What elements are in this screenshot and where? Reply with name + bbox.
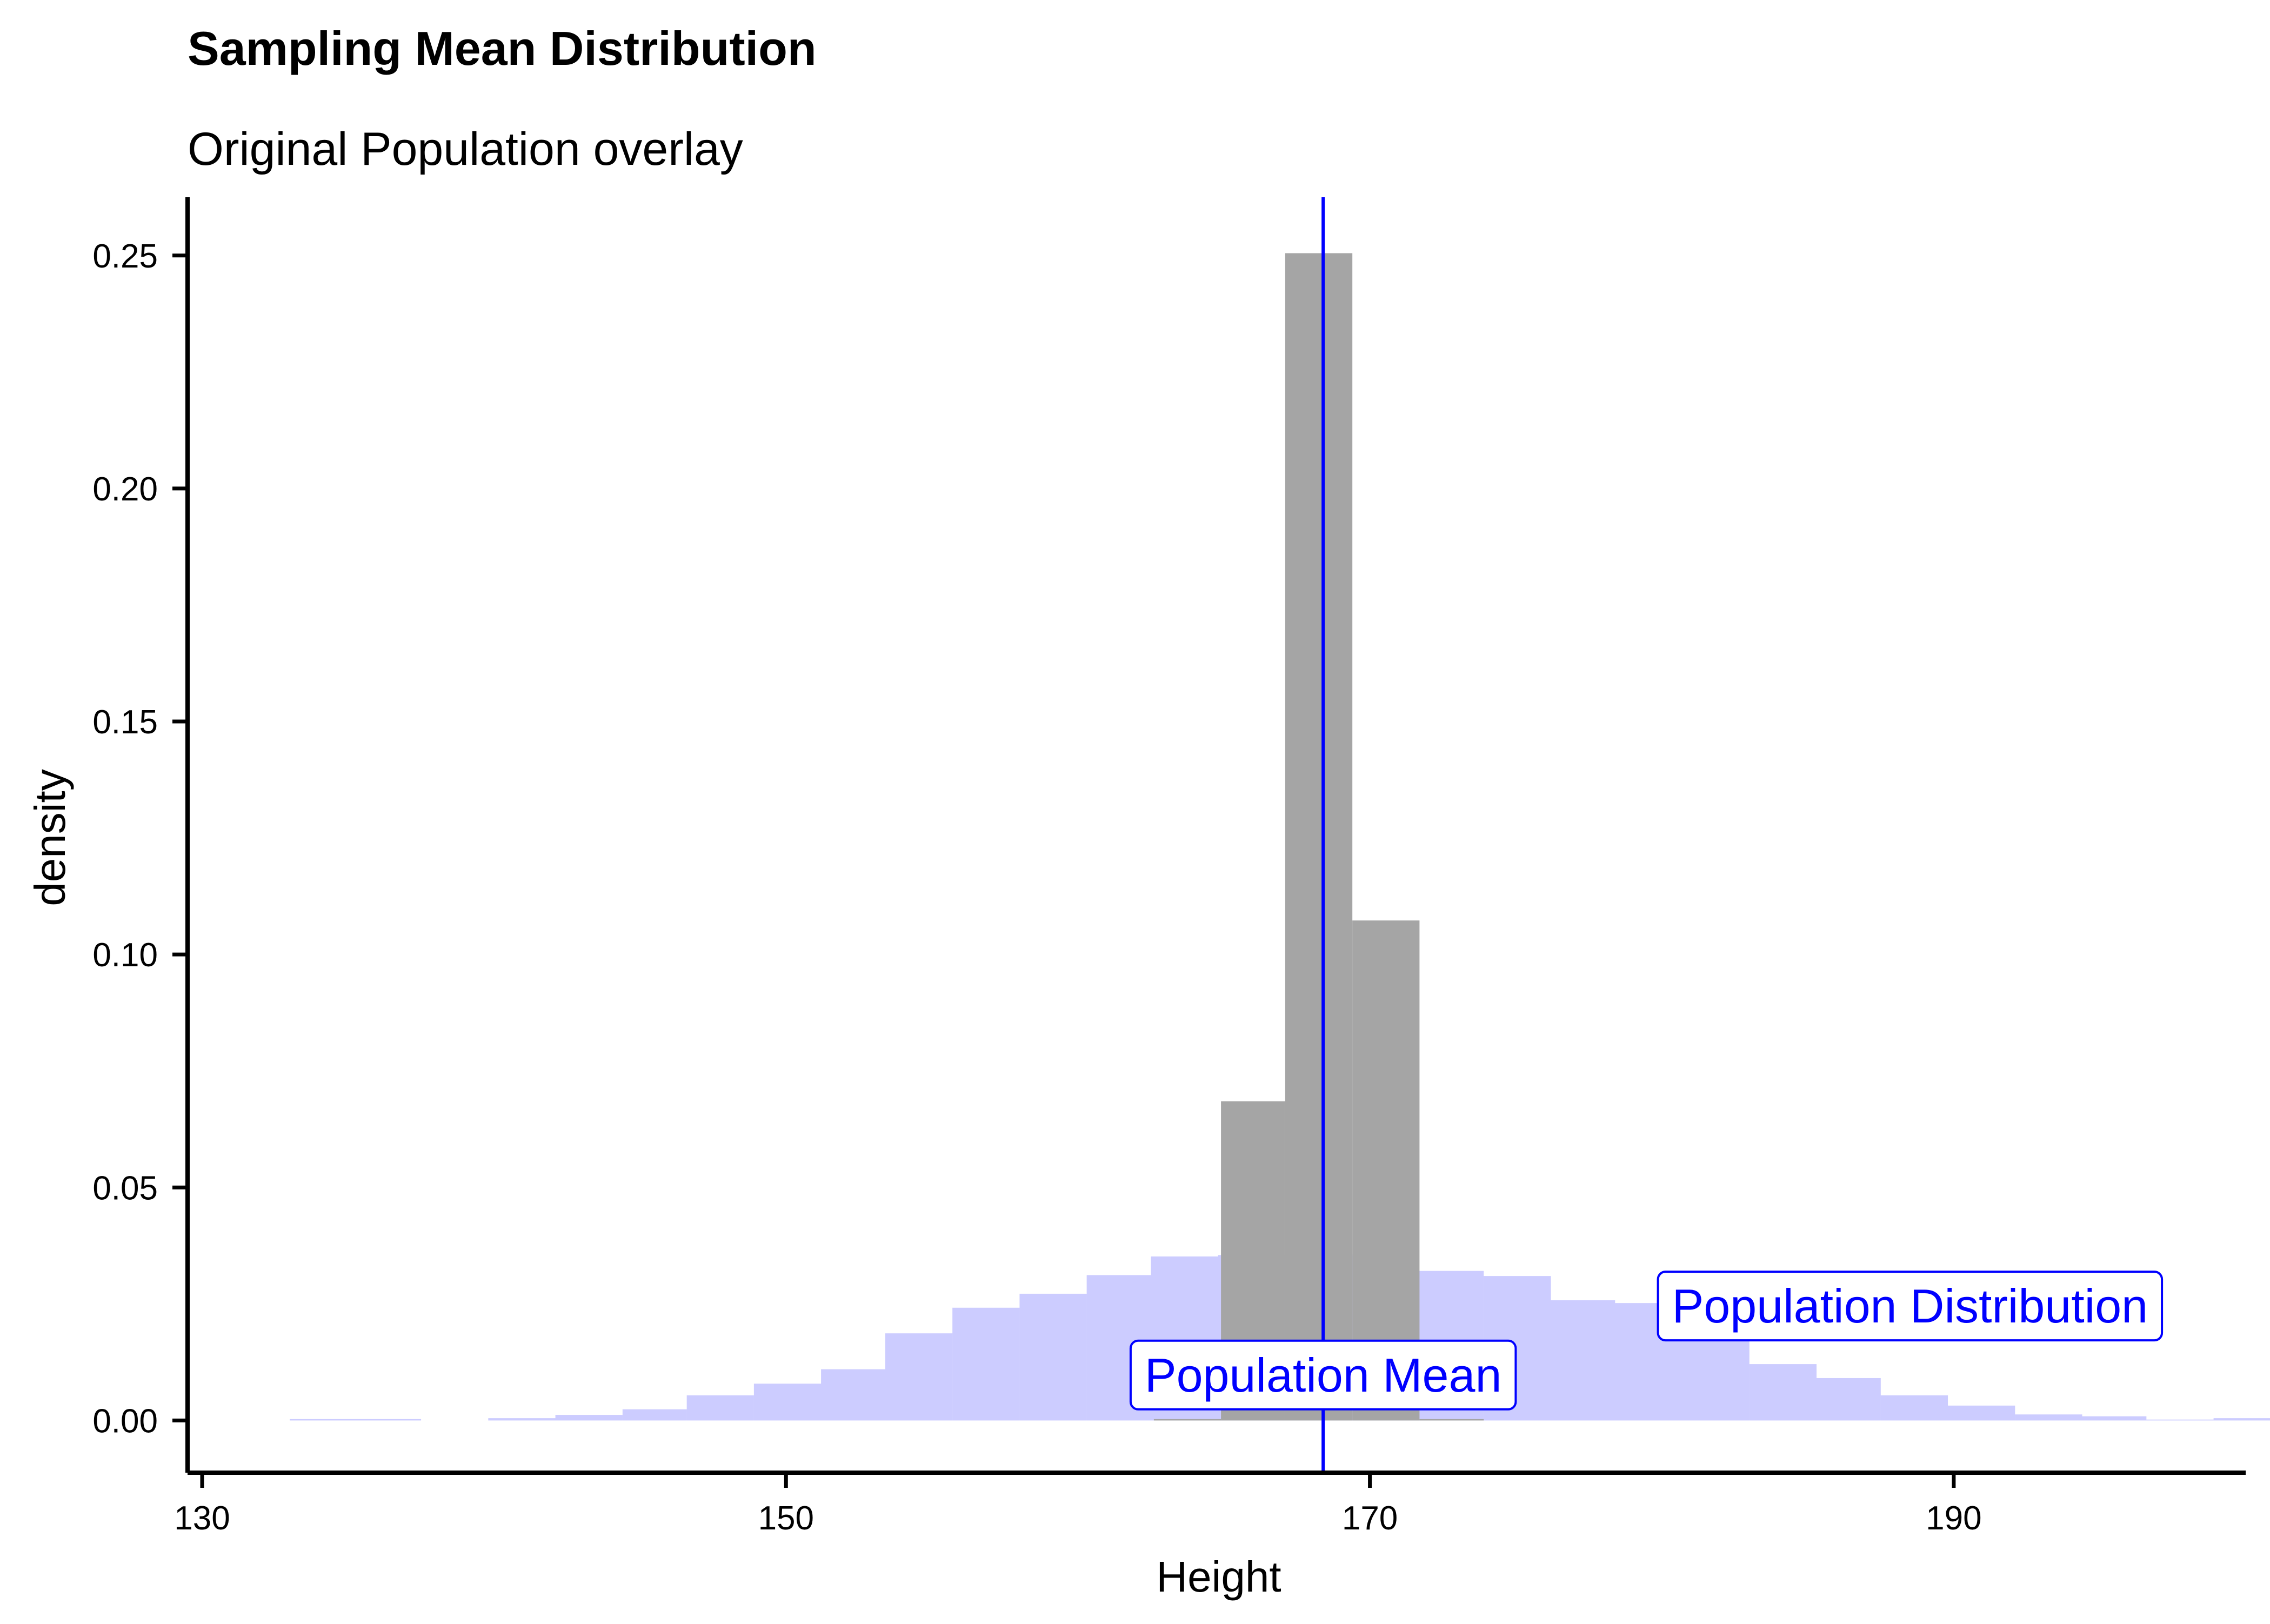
histogram-bar bbox=[1153, 1419, 1221, 1421]
histogram-bar bbox=[290, 1419, 357, 1421]
annotation-label: Population Distribution bbox=[1672, 1279, 2148, 1333]
x-tick-label: 130 bbox=[174, 1500, 230, 1537]
histogram-bar bbox=[753, 1384, 822, 1421]
y-tick-label: 0.15 bbox=[92, 704, 158, 741]
y-tick-label: 0.05 bbox=[92, 1169, 158, 1207]
histogram-bar bbox=[952, 1307, 1020, 1421]
histogram-bar bbox=[885, 1333, 953, 1421]
histogram-bar bbox=[555, 1415, 623, 1421]
chart-title: Sampling Mean Distribution bbox=[188, 22, 817, 75]
histogram-bar bbox=[1285, 253, 1353, 1421]
y-tick-label: 0.25 bbox=[92, 238, 158, 275]
histogram-bar bbox=[2015, 1414, 2082, 1421]
histogram-bar bbox=[622, 1409, 687, 1421]
annotation-label: Population Mean bbox=[1145, 1348, 1501, 1402]
x-axis-label: Height bbox=[1156, 1553, 1281, 1601]
x-tick-label: 190 bbox=[1926, 1500, 1981, 1537]
histogram-bar bbox=[488, 1418, 556, 1421]
sampling-mean-bins bbox=[1153, 253, 1484, 1421]
histogram-bar bbox=[1749, 1364, 1817, 1421]
histogram-bar bbox=[1352, 920, 1420, 1421]
histogram-bar bbox=[1419, 1419, 1484, 1421]
histogram-bar bbox=[1880, 1395, 1948, 1421]
y-tick-label: 0.10 bbox=[92, 937, 158, 974]
x-tick-label: 150 bbox=[758, 1500, 814, 1537]
histogram-bar bbox=[2213, 1418, 2270, 1421]
annotation-box bbox=[1129, 1339, 1517, 1411]
annotations: Population Mean Population Distribution bbox=[1129, 1271, 2164, 1411]
histogram-bar bbox=[2082, 1416, 2147, 1421]
histogram-bar bbox=[2146, 1419, 2214, 1421]
y-tick-label: 0.20 bbox=[92, 471, 158, 508]
histogram-bar bbox=[1816, 1378, 1881, 1421]
x-tick-label: 170 bbox=[1342, 1500, 1398, 1537]
y-tick-label: 0.00 bbox=[92, 1402, 158, 1440]
histogram-bar bbox=[1948, 1405, 2015, 1421]
histogram-bar bbox=[1682, 1331, 1750, 1421]
histogram-bar bbox=[821, 1369, 885, 1421]
histogram-bar bbox=[1551, 1300, 1615, 1421]
histogram-bar bbox=[686, 1395, 754, 1421]
histogram-bar bbox=[1019, 1293, 1087, 1421]
axes: 0.00 0.05 0.10 0.15 0.20 0.25 130 150 170 190 bbox=[92, 197, 2246, 1537]
annotation-box bbox=[1657, 1271, 2164, 1342]
chart-subtitle: Original Population overlay bbox=[188, 123, 743, 175]
y-axis-label: density bbox=[26, 769, 74, 906]
histogram-bar bbox=[357, 1419, 422, 1421]
